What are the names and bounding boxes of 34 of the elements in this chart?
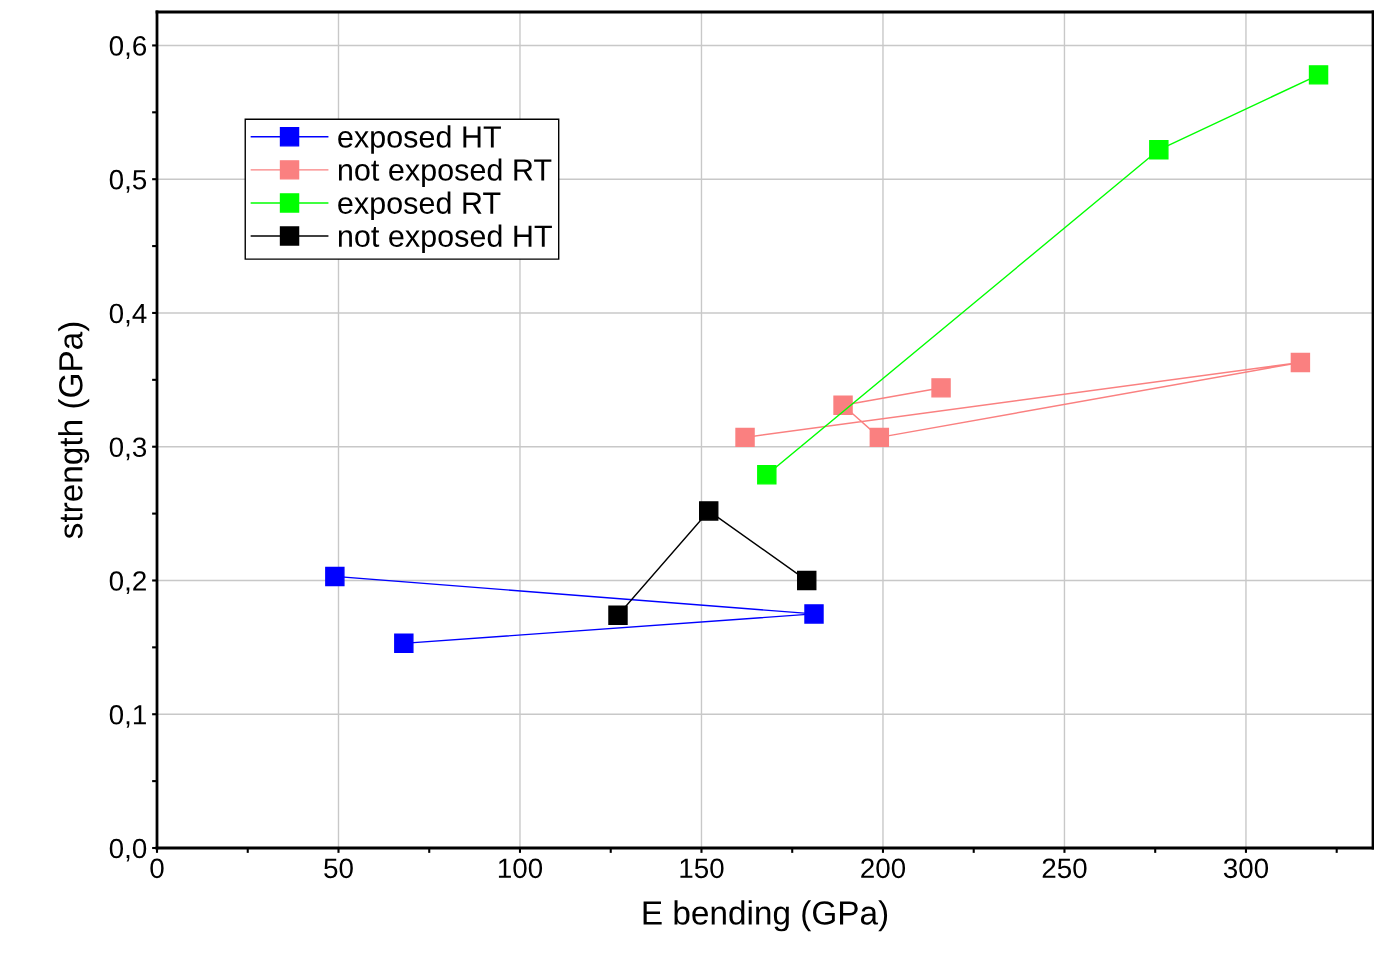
x-tick-label: 300 [1223, 858, 1269, 879]
point [608, 605, 628, 625]
point [1308, 65, 1329, 85]
y-tick-label: 0,6 [109, 36, 147, 60]
point [735, 427, 755, 448]
point [325, 566, 345, 587]
point [931, 378, 951, 398]
point [1290, 352, 1311, 373]
legend-label: not exposed HT [338, 224, 552, 254]
point [394, 633, 414, 654]
x-tick-label: 100 [498, 858, 543, 879]
x-tick-label: 150 [680, 858, 724, 879]
y-tick-label: 0,3 [109, 437, 147, 461]
point [869, 427, 890, 448]
x-tick-label: 250 [1042, 858, 1087, 879]
legend-label: not exposed RT [338, 158, 552, 187]
x-axis-title: E bending (GPa) [643, 900, 888, 932]
x-tick-label: 200 [861, 858, 906, 879]
point [1149, 140, 1169, 160]
point [833, 395, 853, 415]
y-tick-label: 0,2 [109, 571, 146, 595]
legend-label: exposed RT [338, 191, 501, 220]
legend-label: exposed HT [338, 125, 501, 154]
point [804, 604, 824, 624]
y-axis-title: strength (GPa) [58, 322, 90, 539]
point [699, 501, 719, 521]
x-tick-label: 50 [324, 858, 353, 879]
y-tick-label: 0,0 [109, 838, 147, 862]
point [757, 465, 777, 485]
x-tick-label: 0 [150, 858, 164, 879]
y-tick-label: 0,4 [109, 303, 147, 327]
y-tick-label: 0,1 [109, 704, 146, 728]
y-tick-label: 0,5 [109, 169, 147, 193]
point [797, 570, 817, 591]
